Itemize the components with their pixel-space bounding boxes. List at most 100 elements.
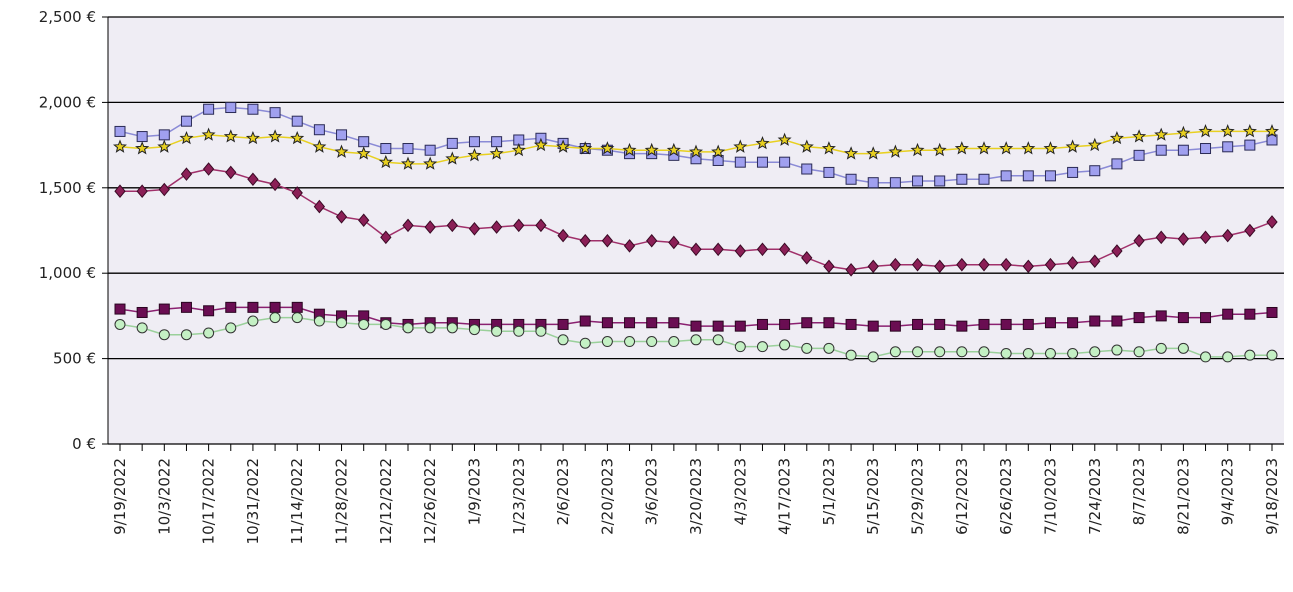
point [557,334,569,346]
point [867,320,879,332]
x-tick-label: 8/21/2023 [1174,458,1192,535]
point [225,165,237,180]
point [712,320,724,332]
point [401,156,415,170]
point [225,301,237,313]
x-tick-label: 6/26/2023 [997,458,1015,535]
point [1067,317,1079,329]
point [934,175,946,187]
point [402,218,414,233]
point [535,218,547,233]
point [446,218,458,233]
point [468,136,480,148]
point [468,324,480,336]
point [978,257,990,272]
point [1111,315,1123,327]
point [358,213,370,228]
point [690,334,702,346]
point [910,142,925,157]
point [845,173,857,185]
y-tick-label: 0 € [72,435,96,453]
point [313,124,325,136]
point [1244,223,1256,238]
point [978,346,990,358]
point [291,115,303,127]
point [1222,141,1234,153]
point [646,233,658,248]
point [291,301,303,313]
point [1176,125,1191,140]
point [601,317,613,329]
point [1067,347,1079,359]
point [269,107,281,119]
point [778,242,791,257]
x-tick-label: 2/6/2023 [554,458,572,525]
point [1177,144,1189,156]
x-tick-label: 12/26/2022 [421,458,439,544]
point [756,341,768,353]
x-tick-label: 6/12/2023 [953,458,971,535]
point [1242,124,1257,138]
point [689,144,703,158]
point [380,230,392,245]
point [1200,312,1212,324]
y-tick-label: 2,000 € [39,93,96,111]
point [1133,149,1145,161]
point [291,312,303,324]
point [801,317,813,329]
point [1155,342,1167,354]
point [867,177,879,189]
point [1000,318,1012,330]
point [977,141,991,155]
point [491,136,503,148]
point [557,318,569,330]
point [666,142,681,157]
point [889,177,901,189]
point [1200,143,1212,155]
point [668,317,680,329]
point [491,325,503,337]
point [622,142,637,157]
point [799,139,814,153]
point [1066,256,1079,270]
point [380,143,392,155]
point [247,103,259,115]
point [734,341,746,353]
point [1065,139,1080,153]
point [801,251,813,265]
x-tick-label: 9/19/2022 [111,458,129,535]
x-tick-label: 11/14/2022 [288,458,306,544]
point [180,115,192,127]
point [136,184,148,198]
point [1199,230,1212,245]
point [356,146,371,160]
x-axis: 9/19/2022 10/3/2022 10/17/2022 10/31/2022 11… [108,443,1284,544]
point [247,301,259,313]
point [1044,347,1056,359]
point [358,318,370,330]
x-tick-label: 11/28/2022 [333,458,351,544]
point [756,318,768,330]
point [1111,244,1123,258]
point [336,317,348,329]
point [801,163,813,175]
point [489,146,504,160]
point [1133,233,1145,248]
point [1087,137,1102,152]
point [513,218,525,233]
x-tick-label: 7/24/2023 [1086,458,1104,535]
point [668,235,680,250]
point [711,144,726,158]
plot-area [108,16,1284,445]
x-tick-label: 1/9/2023 [465,458,483,525]
point [624,336,636,348]
point [1022,259,1034,274]
point [203,103,215,115]
point [956,173,968,185]
point [623,239,636,253]
series-star [113,124,1279,170]
point [1265,124,1279,138]
point [378,154,393,169]
point [247,315,259,327]
point [247,172,259,187]
